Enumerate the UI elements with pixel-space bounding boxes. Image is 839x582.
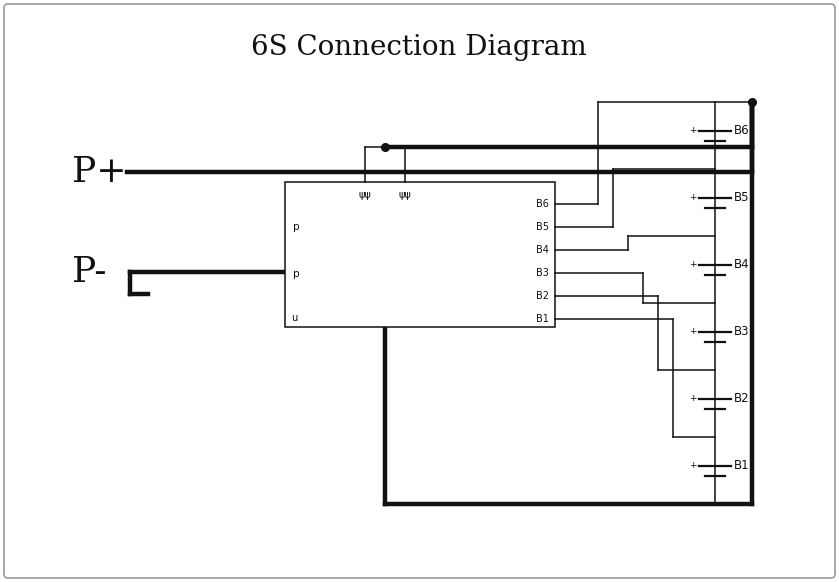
Text: P+: P+ bbox=[72, 155, 127, 189]
Text: B4: B4 bbox=[536, 245, 549, 255]
Text: +: + bbox=[690, 260, 697, 269]
Text: 6S Connection Diagram: 6S Connection Diagram bbox=[251, 34, 586, 61]
Text: B5: B5 bbox=[536, 222, 549, 232]
Text: p: p bbox=[293, 222, 300, 232]
Text: B2: B2 bbox=[734, 392, 749, 405]
Text: B3: B3 bbox=[536, 268, 549, 278]
Bar bbox=[285, 182, 555, 327]
Text: B1: B1 bbox=[734, 459, 749, 472]
Text: ψψ: ψψ bbox=[399, 190, 411, 200]
Text: u: u bbox=[291, 313, 297, 323]
Text: B5: B5 bbox=[734, 191, 749, 204]
Text: B4: B4 bbox=[734, 258, 749, 271]
Text: B3: B3 bbox=[734, 325, 749, 338]
Text: B2: B2 bbox=[536, 291, 549, 301]
Text: B1: B1 bbox=[536, 314, 549, 324]
Text: +: + bbox=[690, 461, 697, 470]
Text: p: p bbox=[293, 269, 300, 279]
Text: +: + bbox=[690, 394, 697, 403]
Text: B6: B6 bbox=[536, 199, 549, 209]
Text: P-: P- bbox=[72, 255, 107, 289]
Text: ψψ: ψψ bbox=[358, 190, 372, 200]
Text: +: + bbox=[690, 126, 697, 135]
Text: +: + bbox=[690, 193, 697, 202]
Text: +: + bbox=[690, 327, 697, 336]
Text: B6: B6 bbox=[734, 124, 749, 137]
